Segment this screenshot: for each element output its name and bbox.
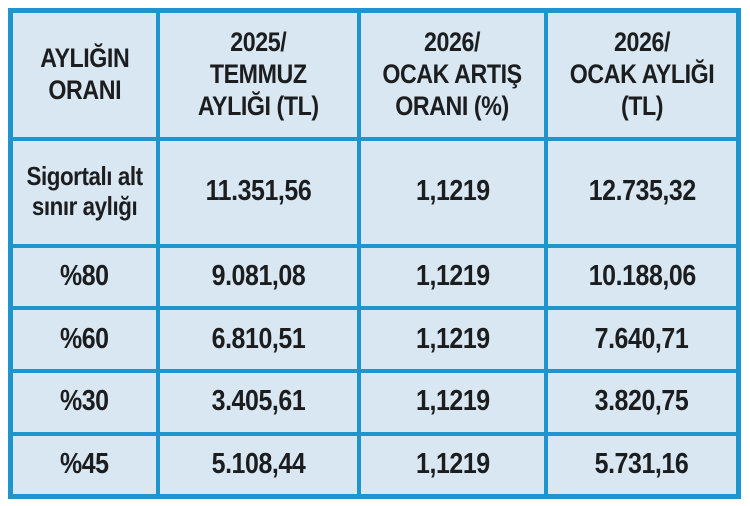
cell-2026-ocak: 5.731,16: [543, 431, 741, 499]
row-label: %80: [60, 259, 109, 292]
cell-2026-ocak: 10.188,06: [543, 243, 741, 311]
cell-value: 1,1219: [415, 259, 490, 292]
cell-value: 1,1219: [415, 322, 490, 355]
cell-value: 3.820,75: [594, 385, 689, 418]
cell-value: 12.735,32: [588, 175, 696, 208]
cell-value: 1,1219: [415, 385, 490, 418]
cell-2025-temmuz: 9.081,08: [156, 243, 362, 311]
col-header-2026-ocak-ayligi: 2026/ OCAK AYLIĞI (TL): [543, 8, 741, 141]
cell-artis-orani: 1,1219: [357, 136, 548, 248]
row-label: %45: [60, 447, 109, 480]
table-row-80: %80 9.081,08 1,1219 10.188,06: [8, 243, 741, 311]
cell-2026-ocak: 3.820,75: [543, 369, 741, 436]
cell-2025-temmuz: 3.405,61: [156, 369, 362, 436]
row-label-cell: %60: [8, 306, 161, 373]
col-header-label: 2026/ OCAK ARTIŞ ORANI (%): [382, 26, 523, 121]
cell-2026-ocak: 7.640,71: [543, 306, 741, 373]
table-row-60: %60 6.810,51 1,1219 7.640,71: [8, 306, 741, 373]
cell-2025-temmuz: 6.810,51: [156, 306, 362, 373]
cell-value: 7.640,71: [594, 322, 689, 355]
row-label-cell: Sigortalı alt sınır aylığı: [8, 136, 161, 248]
cell-value: 6.810,51: [211, 322, 306, 355]
cell-artis-orani: 1,1219: [357, 306, 548, 373]
cell-value: 11.351,56: [205, 175, 312, 208]
table-row-sigortali-alt-sinir: Sigortalı alt sınır aylığı 11.351,56 1,1…: [8, 136, 741, 248]
row-label: Sigortalı alt sınır aylığı: [26, 161, 144, 222]
cell-value: 1,1219: [415, 447, 490, 480]
cell-artis-orani: 1,1219: [357, 431, 548, 499]
row-label: %60: [60, 322, 109, 355]
row-label-cell: %80: [8, 243, 161, 311]
cell-value: 1,1219: [415, 175, 490, 208]
col-header-ayligin-orani: AYLIĞIN ORANI: [8, 8, 161, 141]
cell-value: 9.081,08: [211, 259, 306, 292]
cell-artis-orani: 1,1219: [357, 369, 548, 436]
cell-2025-temmuz: 5.108,44: [156, 431, 362, 499]
col-header-label: AYLIĞIN ORANI: [40, 42, 130, 105]
cell-2026-ocak: 12.735,32: [543, 136, 741, 248]
cell-value: 5.731,16: [594, 447, 689, 480]
col-header-label: 2026/ OCAK AYLIĞI (TL): [569, 26, 715, 121]
row-label: %30: [60, 385, 109, 418]
col-header-label: 2025/ TEMMUZ AYLIĞI (TL): [198, 26, 320, 121]
row-label-cell: %30: [8, 369, 161, 436]
col-header-2025-temmuz-ayligi: 2025/ TEMMUZ AYLIĞI (TL): [156, 8, 362, 141]
cell-2025-temmuz: 11.351,56: [156, 136, 362, 248]
table-row-30: %30 3.405,61 1,1219 3.820,75: [8, 369, 741, 436]
table-row-45: %45 5.108,44 1,1219 5.731,16: [8, 431, 741, 499]
cell-artis-orani: 1,1219: [357, 243, 548, 311]
header-row: AYLIĞIN ORANI 2025/ TEMMUZ AYLIĞI (TL) 2…: [8, 8, 741, 141]
row-label-cell: %45: [8, 431, 161, 499]
cell-value: 10.188,06: [588, 259, 696, 292]
pension-rates-table: AYLIĞIN ORANI 2025/ TEMMUZ AYLIĞI (TL) 2…: [8, 8, 741, 499]
cell-value: 5.108,44: [211, 447, 306, 480]
col-header-2026-ocak-artis-orani: 2026/ OCAK ARTIŞ ORANI (%): [357, 8, 548, 141]
cell-value: 3.405,61: [211, 385, 306, 418]
